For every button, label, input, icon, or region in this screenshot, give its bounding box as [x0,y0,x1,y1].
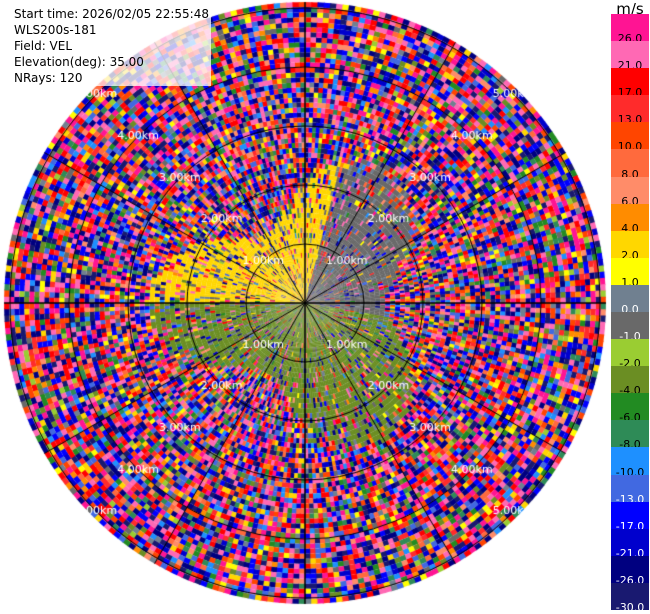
colorbar-swatch [611,41,649,69]
colorbar-swatch [611,68,649,96]
colorbar: m/s 26.0 21.0 17.0 13.0 10.0 8.0 6.0 4.0 2.0 1.0 0… [610,0,650,614]
colorbar-swatch [611,393,649,421]
colorbar-swatch [611,339,649,367]
colorbar-swatch [611,555,649,584]
colorbar-swatch [611,230,649,259]
colorbar-swatch [611,501,649,530]
field-label: Field: VEL [14,39,73,53]
colorbar-swatch [611,95,649,123]
nrays-label: NRays: 120 [14,71,83,85]
colorbar-tick-label: -30.0 [615,601,645,614]
colorbar-swatch [611,257,649,286]
colorbar-swatch [611,528,649,557]
colorbar-swatch [611,582,649,611]
ppi-velocity-plot [0,0,610,610]
colorbar-swatch [611,474,649,503]
scan-info: Start time: 2026/02/05 22:55:48 WLS200s-… [12,6,211,86]
colorbar-swatch [611,203,649,232]
colorbar-swatch [611,366,649,394]
colorbar-swatch [611,149,649,178]
colorbar-swatch [611,447,649,476]
instrument-label: WLS200s-181 [14,23,97,37]
colorbar-swatch [611,312,649,340]
colorbar-swatch [611,420,649,448]
colorbar-swatch [611,176,649,205]
colorbar-swatch [611,122,649,150]
colorbar-swatch [611,284,649,313]
elevation-label: Elevation(deg): 35.00 [14,55,144,69]
colorbar-swatch [611,14,649,42]
colorbar-unit: m/s [616,0,644,18]
start-time-label: Start time: 2026/02/05 22:55:48 [14,7,209,21]
